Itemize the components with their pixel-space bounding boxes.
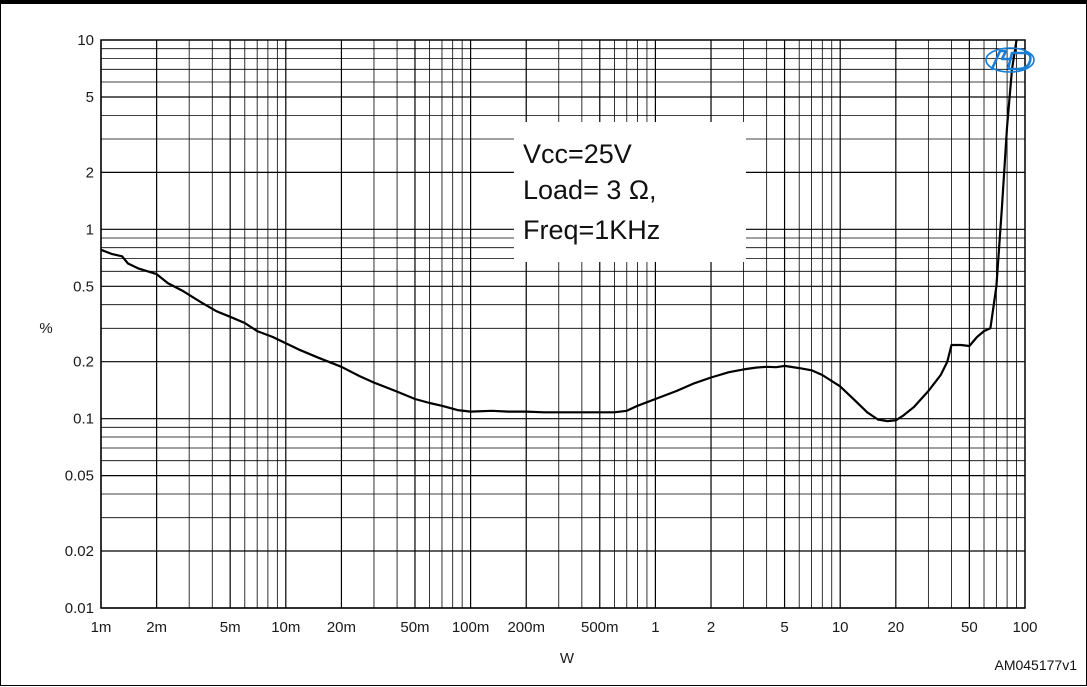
x-tick-label: 1 <box>651 619 659 636</box>
annotation-line-freq: Freq=1KHz <box>523 215 660 245</box>
y-tick-label: 0.2 <box>73 354 94 371</box>
y-tick-labels: 0.01 0.02 0.05 0.1 0.2 0.5 1 2 5 10 <box>65 32 94 617</box>
y-tick-label: 0.05 <box>65 468 94 485</box>
y-tick-label: 0.01 <box>65 600 94 617</box>
annotation-line-vcc: Vcc=25V <box>523 139 632 169</box>
x-tick-label: 500m <box>581 619 619 636</box>
y-axis-label: % <box>39 320 52 337</box>
y-tick-label: 0.02 <box>65 543 94 560</box>
x-tick-label: 10m <box>271 619 300 636</box>
plot-area-border <box>100 39 1026 609</box>
x-tick-label: 10 <box>832 619 849 636</box>
series-line-0 <box>100 39 1018 423</box>
y-tick-label: 0.1 <box>73 411 94 428</box>
x-tick-label: 50m <box>400 619 429 636</box>
top-strip <box>0 0 1087 4</box>
x-tick-label: 2m <box>146 619 167 636</box>
x-tick-label: 200m <box>507 619 545 636</box>
x-tick-label: 5m <box>220 619 241 636</box>
conditions-annotation: Vcc=25V Load= 3 Ω, Freq=1KHz <box>514 122 746 262</box>
x-tick-label: 20m <box>327 619 356 636</box>
x-tick-label: 100 <box>1012 619 1037 636</box>
x-tick-label: 5 <box>780 619 788 636</box>
logo-icon <box>985 47 1035 73</box>
figure-code: AM045177v1 <box>994 657 1077 673</box>
x-tick-label: 50 <box>961 619 978 636</box>
y-tick-label: 0.5 <box>73 278 94 295</box>
x-tick-labels: 1m 2m 5m 10m 20m 50m 100m 200m 500m 1 2 5 10 20 50 100 <box>91 619 1038 636</box>
x-axis-label: W <box>560 650 575 667</box>
y-tick-label: 1 <box>86 221 94 238</box>
y-tick-label: 2 <box>86 164 94 181</box>
y-tick-label: 5 <box>86 89 94 106</box>
x-tick-label: 2 <box>707 619 715 636</box>
x-tick-label: 100m <box>452 619 490 636</box>
series <box>100 39 1018 423</box>
y-tick-label: 10 <box>77 32 94 49</box>
annotation-line-load: Load= 3 Ω, <box>523 175 657 205</box>
x-tick-label: 1m <box>91 619 112 636</box>
x-tick-label: 20 <box>887 619 904 636</box>
